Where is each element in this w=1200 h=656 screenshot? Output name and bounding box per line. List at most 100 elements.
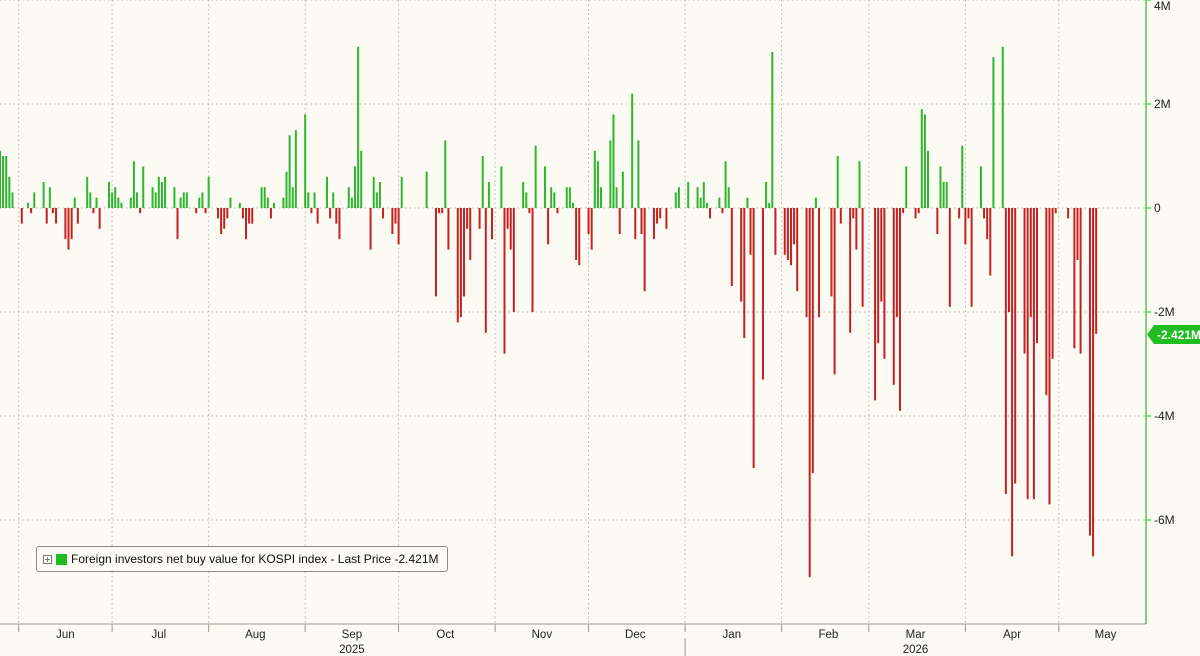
x-tick-label: Dec xyxy=(625,629,646,641)
bar xyxy=(989,208,992,276)
legend[interactable]: Foreign investors net buy value for KOSP… xyxy=(36,546,448,572)
bar xyxy=(920,109,923,208)
bar xyxy=(360,150,363,208)
bar xyxy=(600,187,603,208)
bar xyxy=(1054,208,1057,214)
bar xyxy=(1076,208,1079,260)
bar xyxy=(833,208,836,375)
y-tick-label: 4M xyxy=(1154,0,1171,13)
bar xyxy=(45,208,48,224)
bar xyxy=(484,208,487,333)
x-year-label: 2026 xyxy=(903,644,929,656)
bar xyxy=(372,176,375,208)
bar xyxy=(1007,208,1010,312)
bar xyxy=(905,166,908,208)
bar xyxy=(765,182,768,208)
bar xyxy=(117,197,120,208)
bar xyxy=(718,197,721,208)
bar xyxy=(313,192,316,208)
x-tick-label: Nov xyxy=(532,629,553,641)
bar xyxy=(329,208,332,219)
y-tick-label: -6M xyxy=(1154,513,1175,527)
bar xyxy=(357,46,360,208)
bar xyxy=(487,182,490,208)
bar xyxy=(354,166,357,208)
bar xyxy=(394,208,397,224)
bar xyxy=(621,171,624,208)
bar xyxy=(481,156,484,208)
bar xyxy=(378,182,381,208)
bar xyxy=(945,182,948,208)
bar xyxy=(696,187,699,208)
bar xyxy=(612,114,615,208)
bar xyxy=(469,208,472,260)
bar xyxy=(369,208,372,250)
bar xyxy=(55,208,58,224)
bar xyxy=(1029,208,1032,318)
bar xyxy=(1073,208,1076,349)
bar xyxy=(752,208,755,468)
bar xyxy=(534,145,537,208)
bar xyxy=(1088,208,1091,536)
bar xyxy=(643,208,646,292)
bar xyxy=(42,182,45,208)
bar xyxy=(568,187,571,208)
bar xyxy=(1014,208,1017,484)
bar xyxy=(98,208,101,229)
bar xyxy=(114,187,117,208)
bar xyxy=(936,208,939,234)
bar xyxy=(839,208,842,224)
bar xyxy=(151,187,154,208)
bar xyxy=(157,176,160,208)
bar xyxy=(310,208,313,214)
bar xyxy=(207,176,210,208)
bar xyxy=(509,208,512,250)
bar xyxy=(338,208,341,240)
bar xyxy=(129,197,132,208)
bar xyxy=(705,202,708,208)
bar xyxy=(375,192,378,208)
bar xyxy=(808,208,811,578)
bar xyxy=(1067,208,1070,219)
bar xyxy=(20,208,23,224)
bar xyxy=(836,156,839,208)
bar xyxy=(304,114,307,208)
bar xyxy=(491,208,494,240)
legend-label: Foreign investors net buy value for KOSP… xyxy=(71,552,439,566)
bar xyxy=(814,197,817,208)
bar xyxy=(525,192,528,208)
bar xyxy=(1026,208,1029,500)
bar xyxy=(724,161,727,208)
bar xyxy=(248,208,251,224)
bar xyxy=(967,208,970,219)
bar xyxy=(503,208,506,354)
bar xyxy=(269,208,272,219)
bar xyxy=(251,208,254,224)
bar xyxy=(805,208,808,318)
bar xyxy=(397,208,400,245)
bar xyxy=(958,208,961,219)
bar xyxy=(761,208,764,380)
bar xyxy=(789,208,792,266)
bar xyxy=(917,208,920,214)
bar xyxy=(550,187,553,208)
bar xyxy=(30,208,33,214)
x-tick-label: Jul xyxy=(151,629,166,641)
bar xyxy=(291,187,294,208)
bar xyxy=(307,192,310,208)
bar xyxy=(656,208,659,224)
bar xyxy=(120,202,123,208)
bar xyxy=(500,166,503,208)
plus-box-icon[interactable] xyxy=(43,554,52,564)
x-year-label: 2025 xyxy=(339,644,365,656)
bar xyxy=(111,192,114,208)
bar xyxy=(2,156,5,208)
bar xyxy=(325,176,328,208)
bar xyxy=(811,208,814,474)
bar xyxy=(1023,208,1026,354)
bar xyxy=(273,202,276,208)
bar xyxy=(285,171,288,208)
bar xyxy=(618,208,621,234)
bar xyxy=(434,208,437,297)
bar xyxy=(195,208,198,214)
